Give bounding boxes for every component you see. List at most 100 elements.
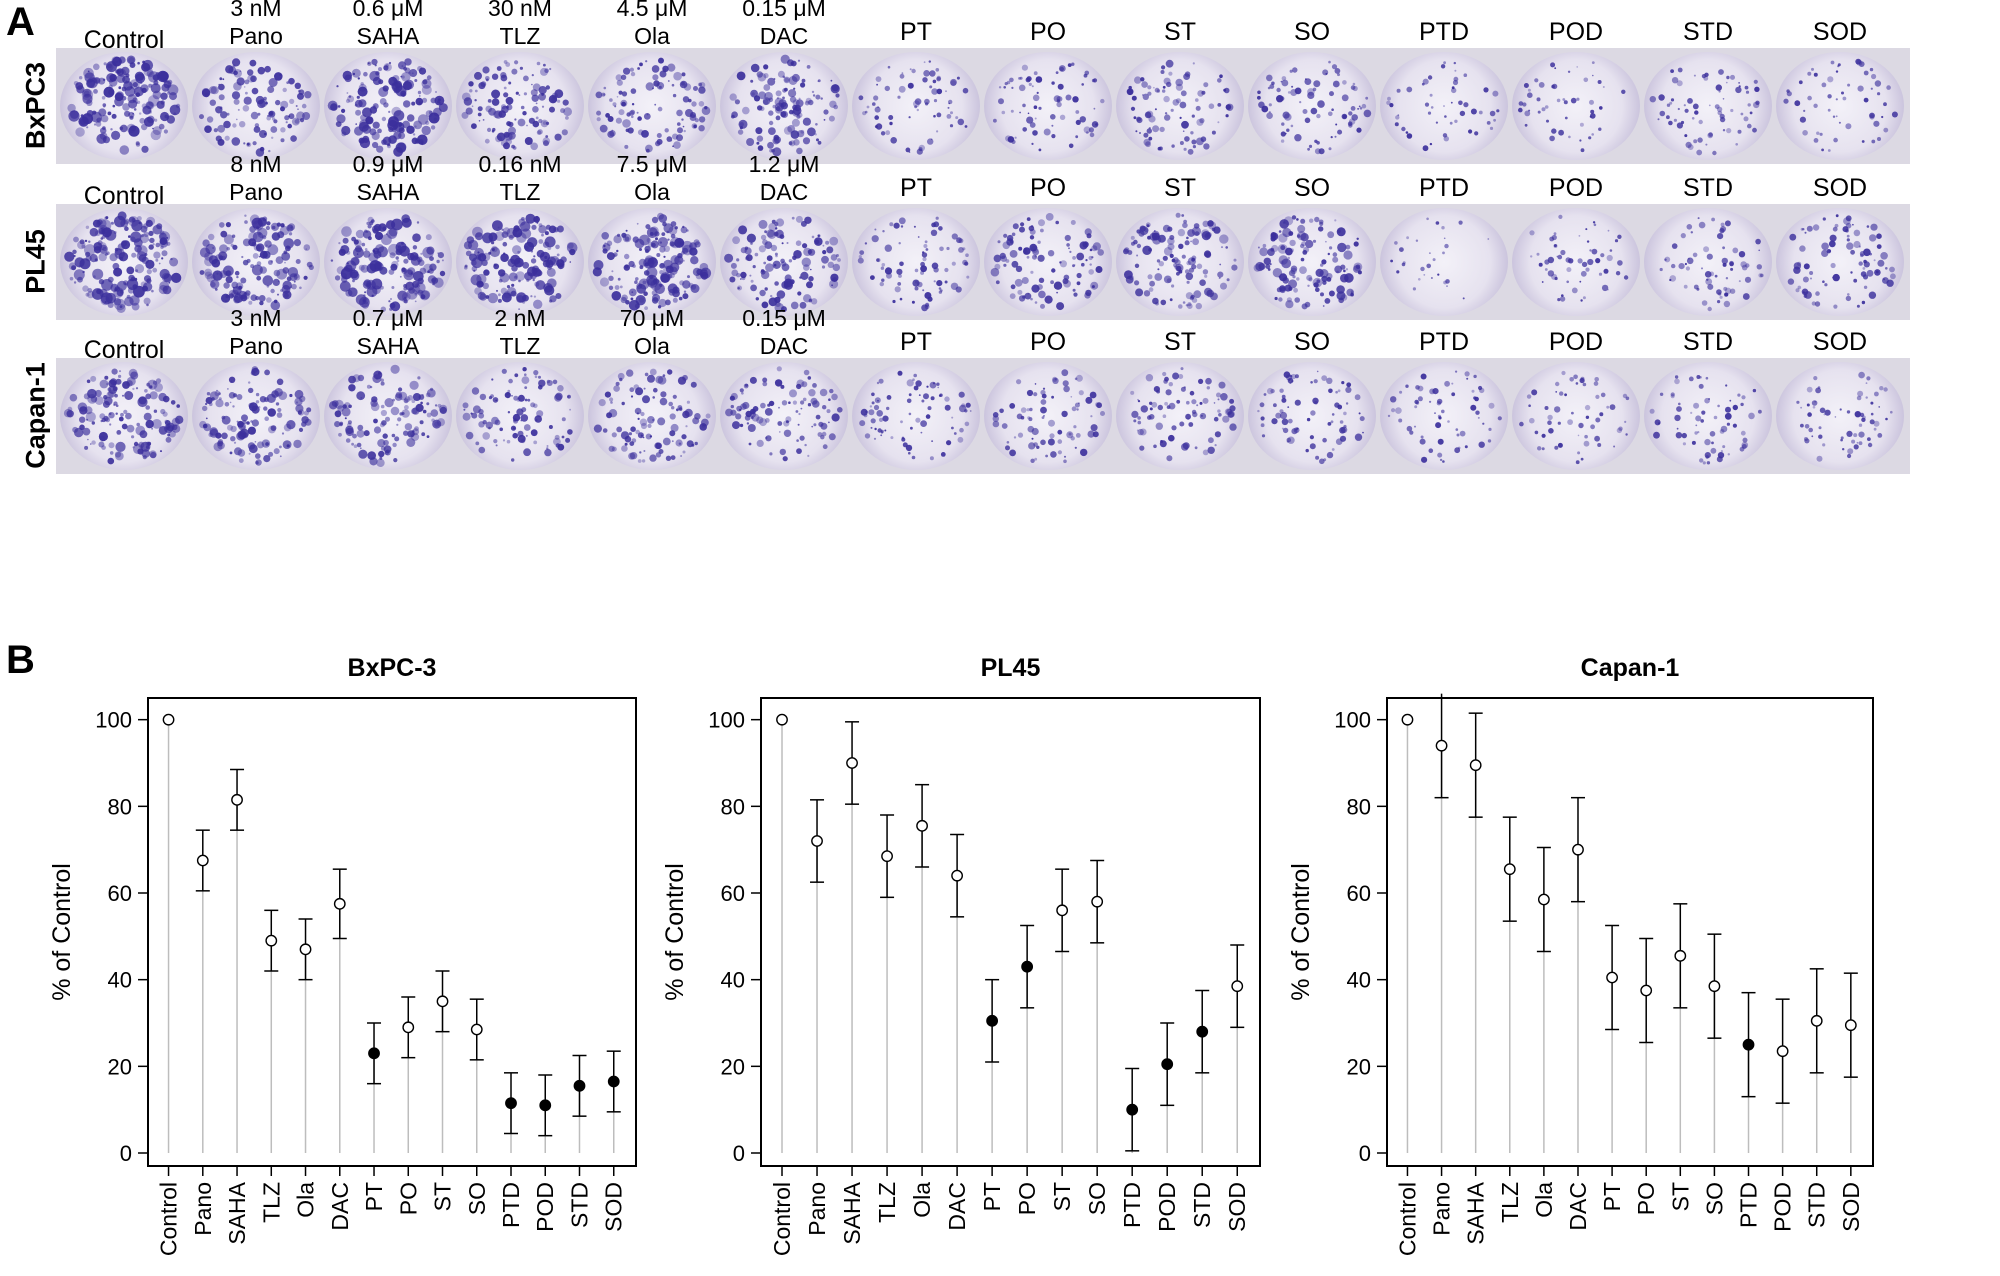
data-point — [539, 1099, 552, 1112]
well-label: PT — [900, 174, 932, 202]
data-point — [986, 1014, 999, 1027]
data-point — [1091, 895, 1104, 908]
data-point — [573, 1079, 586, 1092]
data-point — [1021, 960, 1034, 973]
well-label: PO — [1029, 328, 1067, 356]
x-tick-label: SOD — [1838, 1182, 1864, 1232]
well-drug-name: DAC — [759, 179, 809, 205]
x-tick-label: DAC — [1565, 1182, 1591, 1231]
y-tick-label: 20 — [1347, 1054, 1371, 1079]
well-label: SOD — [1812, 174, 1868, 202]
y-tick-label: 40 — [1347, 968, 1371, 993]
culture-well — [588, 362, 716, 470]
well-label: 0.9 μM SAHA — [318, 150, 458, 206]
culture-well — [984, 208, 1112, 316]
data-point — [881, 850, 893, 863]
well-label: STD — [1683, 18, 1733, 46]
x-tick-label: ST — [1667, 1182, 1693, 1211]
data-point — [1640, 984, 1653, 997]
culture-well — [852, 362, 980, 470]
culture-well — [1776, 208, 1904, 316]
y-axis-label: % of Control — [661, 863, 689, 1001]
panel-b-letter: B — [6, 638, 35, 682]
y-tick-label: 80 — [721, 794, 745, 819]
culture-well — [1776, 52, 1904, 160]
well-label: 4.5 μM Ola — [582, 0, 722, 50]
culture-well — [720, 362, 848, 470]
x-tick-label: SOD — [601, 1182, 627, 1232]
well-dose: 0.16 nM — [478, 151, 562, 177]
culture-well — [324, 52, 452, 160]
well-label: ST — [1164, 18, 1196, 46]
y-tick-label: 100 — [95, 708, 132, 733]
well-label: SO — [1293, 18, 1331, 46]
culture-well — [852, 52, 980, 160]
culture-well — [1116, 52, 1244, 160]
well-dose: 70 μM — [619, 305, 685, 331]
well-dose: 0.15 μM — [742, 305, 826, 331]
well-label: 1.2 μM DAC — [714, 150, 854, 206]
well-label: PO — [1029, 18, 1067, 46]
well-drug-name: Ola — [634, 179, 670, 205]
well-drug-name: TLZ — [499, 179, 541, 205]
y-axis-label: % of Control — [48, 863, 76, 1001]
well-dose: 3 nM — [230, 0, 282, 21]
data-point — [1844, 1019, 1857, 1032]
well-label: 30 nM TLZ — [450, 0, 590, 50]
x-tick-label: STD — [1189, 1182, 1215, 1228]
well-dose: 1.2 μM — [748, 151, 820, 177]
well-label: POD — [1548, 174, 1604, 202]
data-point — [368, 1047, 380, 1060]
well-drug-name: Pano — [229, 179, 283, 205]
x-tick-label: POD — [1154, 1182, 1180, 1232]
y-tick-label: 20 — [108, 1054, 132, 1079]
well-drug-name: SAHA — [356, 23, 420, 49]
x-tick-label: Control — [769, 1182, 795, 1256]
culture-well — [1644, 52, 1772, 160]
culture-well — [456, 362, 584, 470]
culture-well — [1512, 52, 1640, 160]
data-point — [1231, 980, 1244, 993]
data-point — [265, 934, 278, 947]
well-label: SOD — [1812, 18, 1868, 46]
x-tick-label: Control — [156, 1182, 182, 1256]
data-point — [333, 897, 346, 910]
data-point — [299, 943, 312, 956]
well-label: Control — [83, 182, 165, 210]
well-label: STD — [1683, 174, 1733, 202]
well-label: 0.16 nM TLZ — [450, 150, 590, 206]
x-tick-label: SAHA — [224, 1181, 250, 1244]
plot-frame — [147, 697, 637, 1167]
x-tick-label: PT — [361, 1182, 387, 1211]
data-point — [1674, 949, 1687, 962]
x-tick-label: STD — [566, 1182, 592, 1228]
x-tick-label: TLZ — [258, 1182, 284, 1223]
well-dose: 30 nM — [488, 0, 552, 21]
x-tick-label: Pano — [804, 1182, 830, 1236]
plot-frame — [1386, 697, 1874, 1167]
well-dose: 3 nM — [230, 305, 282, 331]
well-dose: 0.6 μM — [352, 0, 424, 21]
culture-well — [1644, 362, 1772, 470]
culture-well — [60, 362, 188, 470]
x-tick-label: ST — [430, 1182, 456, 1211]
x-tick-label: SAHA — [839, 1181, 865, 1244]
culture-well — [60, 208, 188, 316]
y-tick-label: 60 — [721, 881, 745, 906]
y-tick-label: 0 — [1359, 1141, 1371, 1166]
plot-frame — [760, 697, 1261, 1167]
culture-well — [192, 52, 320, 160]
y-tick-label: 20 — [721, 1054, 745, 1079]
well-label: POD — [1548, 18, 1604, 46]
data-point — [1810, 1014, 1823, 1027]
culture-well — [1512, 362, 1640, 470]
well-drug-name: Ola — [634, 23, 670, 49]
x-tick-label: Ola — [1531, 1182, 1557, 1218]
culture-well — [720, 208, 848, 316]
culture-well — [1380, 52, 1508, 160]
well-label: PTD — [1419, 18, 1469, 46]
well-drug-name: SAHA — [356, 179, 420, 205]
x-tick-label: SOD — [1224, 1182, 1250, 1232]
data-point — [1572, 843, 1584, 856]
x-tick-label: SO — [1701, 1182, 1727, 1215]
